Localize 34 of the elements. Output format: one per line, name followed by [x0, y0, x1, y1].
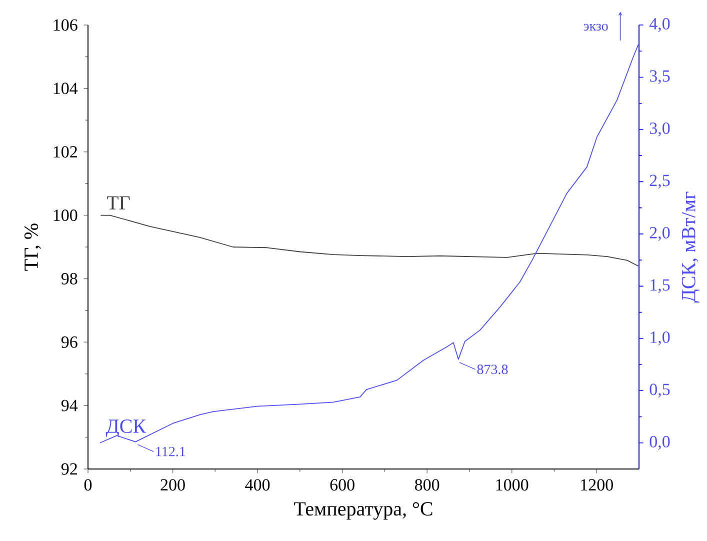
annotation: 112.1 [156, 446, 186, 456]
series-label: ДСК [106, 420, 146, 438]
y-tick-label: 100 [54, 210, 78, 222]
x-tick-label: 1200 [581, 479, 613, 491]
y-tick-label: 106 [54, 19, 78, 31]
y2-tick-label: 1,0 [650, 331, 670, 346]
y2-tick-label: 3,5 [650, 70, 670, 84]
x-tick-label: 800 [414, 479, 440, 491]
y2-tick-label: 2,0 [650, 226, 670, 241]
x-tick-label: 200 [160, 479, 185, 491]
x-tick-label: 400 [245, 479, 270, 491]
y-tick-label: 92 [61, 463, 77, 475]
series-label: ТГ [106, 196, 130, 210]
x-tick-label: 0 [84, 479, 92, 491]
y-axis-title: ТГ, % [24, 224, 41, 271]
line-series [99, 44, 639, 444]
line-series [100, 214, 639, 266]
y2-tick-label: 3,0 [650, 122, 670, 136]
x-axis-title: Температура, °C [294, 502, 432, 520]
y2-tick-label: 4,0 [649, 18, 670, 32]
y2-tick-label: 2,5 [650, 174, 670, 189]
x-tick-label: 600 [330, 479, 354, 491]
y2-tick-label: 0,0 [650, 436, 670, 450]
y2-axis-title: ДСК, мВт/мг [682, 192, 700, 303]
y-tick-label: 102 [54, 146, 77, 158]
annotation: 873.8 [477, 364, 508, 374]
y-tick-label: 104 [54, 82, 78, 94]
y2-tick-label: 0,5 [650, 384, 670, 398]
x-tick-label: 1000 [496, 479, 528, 491]
y2-tick-label: 1,5 [650, 279, 670, 294]
y-tick-label: 94 [61, 400, 78, 412]
y-tick-label: 96 [61, 336, 78, 348]
annotation: экзо [584, 24, 608, 31]
y-tick-label: 98 [61, 272, 78, 284]
